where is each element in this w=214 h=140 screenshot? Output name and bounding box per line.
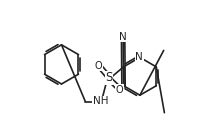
Text: N: N (135, 52, 143, 62)
Text: O: O (95, 61, 103, 71)
Text: N: N (119, 32, 127, 42)
Text: S: S (106, 71, 113, 84)
Text: NH: NH (93, 96, 108, 107)
Text: O: O (116, 85, 123, 95)
